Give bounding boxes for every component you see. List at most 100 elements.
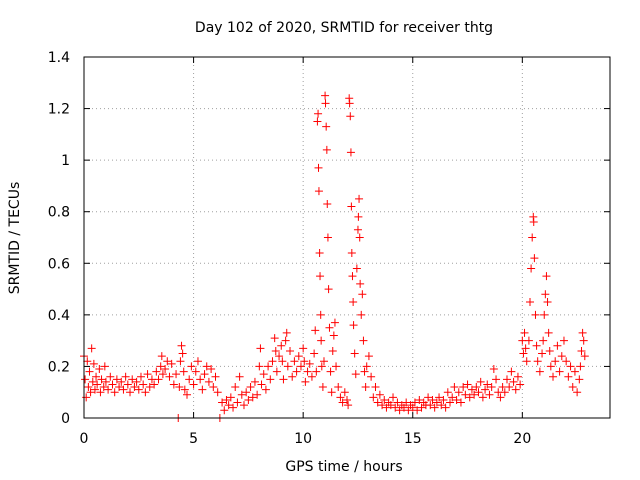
data-point <box>270 334 279 343</box>
data-point <box>301 377 310 386</box>
axis-ticks: 0 0.2 0.4 0.6 0.8 1 1.2 1.4 0 5 10 15 20 <box>48 50 610 447</box>
x-tick-label: 0 <box>80 431 89 447</box>
data-point <box>314 163 323 172</box>
data-point <box>175 383 184 392</box>
y-axis-label: SRMTID / TECUs <box>7 182 23 295</box>
data-point <box>187 362 196 371</box>
data-point <box>424 393 433 402</box>
data-point <box>549 372 558 381</box>
data-point <box>261 385 270 394</box>
data-point <box>305 359 314 368</box>
data-point <box>163 357 172 366</box>
data-point <box>360 367 369 376</box>
data-point <box>544 328 553 337</box>
data-point <box>456 398 465 407</box>
data-point <box>211 372 220 381</box>
data-point <box>532 341 541 350</box>
data-point <box>351 370 360 379</box>
data-point <box>415 395 424 404</box>
data-point <box>354 212 363 221</box>
data-point <box>132 377 141 386</box>
y-tick-label: 0.4 <box>48 308 70 324</box>
data-point <box>315 248 324 257</box>
data-point <box>134 385 143 394</box>
data-point <box>395 406 404 415</box>
data-point <box>193 357 202 366</box>
data-point <box>443 388 452 397</box>
data-point <box>307 372 316 381</box>
data-point <box>513 372 522 381</box>
data-point <box>231 383 240 392</box>
data-point <box>450 383 459 392</box>
data-point <box>290 357 299 366</box>
data-point <box>472 383 481 392</box>
data-point <box>172 370 181 379</box>
data-point <box>348 272 357 281</box>
data-point <box>296 362 305 371</box>
data-point <box>496 393 505 402</box>
data-point <box>522 357 531 366</box>
data-point <box>529 218 538 227</box>
data-point <box>367 372 376 381</box>
data-point <box>459 383 468 392</box>
data-point <box>511 385 520 394</box>
data-point <box>154 375 163 384</box>
data-point <box>313 117 322 126</box>
data-point <box>180 385 189 394</box>
data-point <box>467 385 476 394</box>
data-point <box>242 388 251 397</box>
data-point <box>478 393 487 402</box>
data-point <box>89 359 98 368</box>
data-point <box>575 375 584 384</box>
data-point <box>115 383 124 392</box>
data-point <box>272 367 281 376</box>
data-point <box>448 393 457 402</box>
data-point <box>316 310 325 319</box>
data-point <box>248 393 257 402</box>
data-point <box>430 403 439 412</box>
data-point <box>220 406 229 415</box>
data-point <box>579 336 588 345</box>
data-point <box>117 377 126 386</box>
data-point <box>322 145 331 154</box>
plot-frame <box>83 56 611 419</box>
data-point <box>99 383 108 392</box>
data-point <box>256 344 265 353</box>
data-point <box>432 398 441 407</box>
data-point <box>577 346 586 355</box>
data-point <box>446 398 455 407</box>
data-point <box>485 390 494 399</box>
data-point <box>357 310 366 319</box>
data-point <box>292 367 301 376</box>
data-point <box>435 393 444 402</box>
data-point <box>317 336 326 345</box>
data-point <box>108 380 117 389</box>
data-point <box>104 385 113 394</box>
data-point <box>530 254 539 263</box>
data-point <box>540 310 549 319</box>
data-point <box>487 383 496 392</box>
data-point <box>96 388 105 397</box>
data-point <box>130 383 139 392</box>
data-point <box>539 336 548 345</box>
data-point <box>191 367 200 376</box>
data-point <box>143 370 152 379</box>
data-point <box>521 344 530 353</box>
data-point <box>198 385 207 394</box>
data-point <box>314 109 323 118</box>
data-point <box>179 367 188 376</box>
data-point <box>314 187 323 196</box>
data-point <box>546 362 555 371</box>
y-tick-label: 0.6 <box>48 256 70 272</box>
data-point <box>353 225 362 234</box>
data-point <box>578 328 587 337</box>
data-point <box>334 383 343 392</box>
data-point <box>101 377 110 386</box>
data-point <box>559 336 568 345</box>
data-point <box>233 398 242 407</box>
data-point <box>371 383 380 392</box>
data-point <box>110 388 119 397</box>
data-point <box>323 199 332 208</box>
data-point <box>128 375 137 384</box>
data-point <box>93 380 102 389</box>
